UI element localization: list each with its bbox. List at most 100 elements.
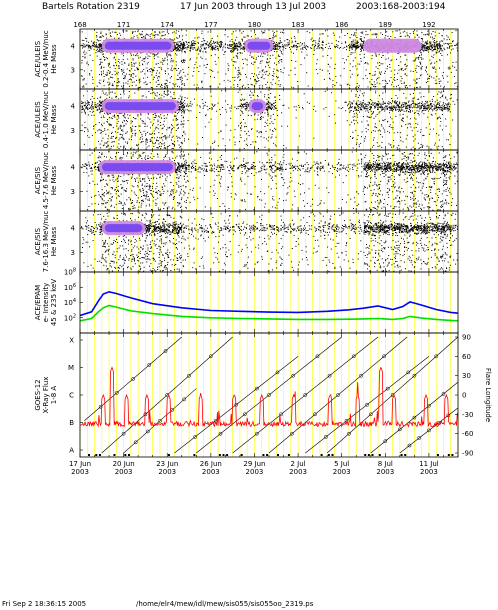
- data-point: [390, 60, 392, 62]
- data-point: [427, 77, 429, 79]
- data-point: [392, 121, 394, 123]
- data-point: [354, 39, 356, 41]
- data-point: [177, 44, 179, 46]
- data-point: [241, 104, 243, 106]
- data-point: [230, 117, 232, 119]
- data-point: [233, 47, 235, 49]
- data-point: [123, 72, 125, 73]
- data-point: [297, 81, 299, 82]
- data-point: [239, 105, 241, 107]
- data-point: [418, 56, 420, 58]
- data-point: [447, 47, 449, 49]
- data-point: [161, 62, 163, 64]
- data-point: [400, 80, 402, 82]
- data-point: [175, 129, 177, 131]
- data-point: [424, 45, 426, 46]
- data-point: [204, 48, 206, 50]
- data-point: [416, 86, 418, 88]
- data-point: [194, 98, 195, 100]
- data-point: [431, 47, 433, 49]
- data-point: [244, 36, 246, 38]
- data-point: [251, 92, 253, 94]
- data-point: [131, 68, 133, 70]
- data-point: [176, 69, 178, 71]
- data-point: [270, 107, 272, 109]
- data-point: [392, 128, 394, 130]
- data-point: [361, 39, 362, 41]
- data-point: [440, 80, 442, 82]
- data-point: [84, 46, 86, 48]
- data-point: [423, 96, 425, 97]
- data-point: [202, 38, 204, 40]
- data-point: [111, 118, 113, 119]
- data-point: [402, 121, 404, 123]
- data-point: [83, 143, 85, 145]
- data-point: [281, 59, 283, 61]
- data-point: [435, 41, 437, 43]
- data-point: [420, 129, 422, 131]
- data-point: [91, 46, 93, 48]
- data-point: [199, 106, 201, 108]
- data-point: [412, 100, 414, 102]
- data-point: [408, 111, 409, 112]
- data-point: [158, 67, 160, 68]
- data-point: [119, 133, 121, 135]
- data-point: [138, 87, 140, 88]
- data-point: [252, 56, 254, 58]
- data-point: [271, 84, 273, 86]
- data-point: [130, 78, 132, 80]
- data-point: [360, 38, 362, 40]
- data-point: [267, 125, 269, 127]
- data-point: [88, 104, 90, 106]
- data-point: [266, 86, 268, 88]
- data-point: [310, 39, 312, 41]
- data-point: [182, 68, 184, 70]
- data-point: [201, 82, 203, 84]
- data-point: [440, 47, 442, 49]
- data-point: [345, 42, 347, 44]
- data-point: [317, 45, 319, 47]
- data-point: [202, 44, 204, 46]
- data-point: [317, 45, 319, 47]
- data-point: [449, 47, 450, 49]
- data-point: [99, 49, 100, 51]
- data-point: [227, 63, 229, 65]
- data-point: [387, 52, 389, 54]
- data-point: [288, 43, 290, 45]
- data-point: [439, 41, 441, 43]
- data-point: [453, 76, 455, 77]
- data-point: [283, 104, 285, 106]
- data-point: [173, 31, 175, 33]
- data-point: [147, 70, 149, 72]
- data-point: [333, 34, 335, 36]
- data-point: [157, 75, 159, 77]
- data-point: [105, 133, 107, 135]
- data-point: [219, 45, 221, 47]
- data-point: [243, 63, 244, 65]
- data-point: [95, 49, 97, 51]
- data-point: [421, 37, 423, 39]
- data-point: [274, 62, 275, 64]
- y-tick-label: 4: [71, 42, 76, 50]
- data-point: [183, 120, 185, 122]
- data-point: [346, 59, 347, 61]
- data-point: [413, 92, 414, 94]
- data-point: [355, 46, 357, 48]
- data-point: [347, 55, 349, 57]
- data-point: [174, 115, 175, 117]
- data-point: [375, 55, 377, 57]
- data-point: [101, 48, 103, 50]
- data-point: [254, 78, 256, 80]
- data-point: [193, 41, 195, 43]
- doy-tick-label: 171: [117, 21, 130, 29]
- data-point: [296, 43, 298, 44]
- data-point: [180, 43, 182, 45]
- data-point: [162, 58, 164, 60]
- data-point: [332, 80, 334, 82]
- data-point: [191, 45, 193, 47]
- data-point: [313, 46, 315, 48]
- data-point: [161, 31, 163, 33]
- data-point: [356, 103, 358, 104]
- data-point: [373, 85, 375, 87]
- data-point: [311, 47, 313, 49]
